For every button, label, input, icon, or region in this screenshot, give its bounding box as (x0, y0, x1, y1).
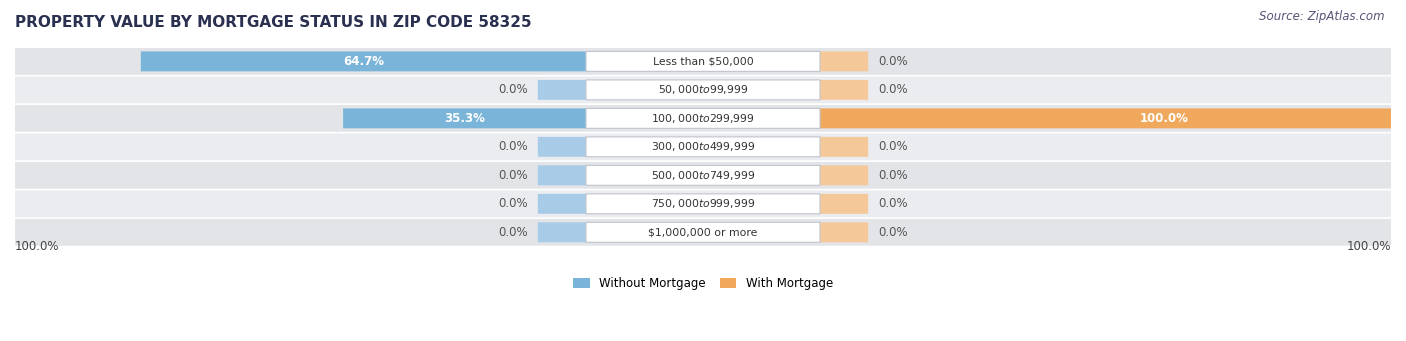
FancyBboxPatch shape (538, 137, 586, 157)
FancyBboxPatch shape (14, 133, 1392, 160)
Text: 0.0%: 0.0% (879, 226, 908, 239)
Text: 0.0%: 0.0% (879, 169, 908, 182)
FancyBboxPatch shape (14, 162, 1392, 189)
FancyBboxPatch shape (14, 219, 1392, 246)
FancyBboxPatch shape (538, 165, 586, 185)
FancyBboxPatch shape (586, 108, 820, 128)
Text: Less than $50,000: Less than $50,000 (652, 56, 754, 66)
FancyBboxPatch shape (820, 165, 868, 185)
Text: 0.0%: 0.0% (879, 140, 908, 153)
FancyBboxPatch shape (14, 48, 1392, 75)
FancyBboxPatch shape (538, 222, 586, 242)
Text: $300,000 to $499,999: $300,000 to $499,999 (651, 140, 755, 153)
FancyBboxPatch shape (586, 165, 820, 185)
FancyBboxPatch shape (141, 51, 586, 71)
FancyBboxPatch shape (820, 80, 868, 100)
Text: 0.0%: 0.0% (498, 169, 527, 182)
FancyBboxPatch shape (14, 105, 1392, 132)
FancyBboxPatch shape (820, 108, 1406, 128)
FancyBboxPatch shape (538, 194, 586, 214)
FancyBboxPatch shape (586, 137, 820, 157)
Text: 0.0%: 0.0% (879, 197, 908, 210)
Text: 35.3%: 35.3% (444, 112, 485, 125)
Text: 0.0%: 0.0% (498, 226, 527, 239)
Text: $500,000 to $749,999: $500,000 to $749,999 (651, 169, 755, 182)
Text: $1,000,000 or more: $1,000,000 or more (648, 227, 758, 237)
Text: $100,000 to $299,999: $100,000 to $299,999 (651, 112, 755, 125)
Legend: Without Mortgage, With Mortgage: Without Mortgage, With Mortgage (568, 272, 838, 295)
Text: 0.0%: 0.0% (498, 84, 527, 97)
FancyBboxPatch shape (586, 222, 820, 242)
FancyBboxPatch shape (820, 51, 868, 71)
FancyBboxPatch shape (538, 80, 586, 100)
Text: 0.0%: 0.0% (498, 197, 527, 210)
Text: 64.7%: 64.7% (343, 55, 384, 68)
FancyBboxPatch shape (586, 80, 820, 100)
Text: PROPERTY VALUE BY MORTGAGE STATUS IN ZIP CODE 58325: PROPERTY VALUE BY MORTGAGE STATUS IN ZIP… (15, 15, 531, 30)
FancyBboxPatch shape (820, 137, 868, 157)
Text: 0.0%: 0.0% (498, 140, 527, 153)
Text: 100.0%: 100.0% (1347, 240, 1391, 253)
Text: $50,000 to $99,999: $50,000 to $99,999 (658, 84, 748, 97)
Text: 0.0%: 0.0% (879, 55, 908, 68)
FancyBboxPatch shape (343, 108, 586, 128)
Text: 100.0%: 100.0% (15, 240, 59, 253)
FancyBboxPatch shape (586, 194, 820, 214)
FancyBboxPatch shape (586, 51, 820, 71)
Text: $750,000 to $999,999: $750,000 to $999,999 (651, 197, 755, 210)
FancyBboxPatch shape (820, 222, 868, 242)
FancyBboxPatch shape (14, 190, 1392, 217)
Text: Source: ZipAtlas.com: Source: ZipAtlas.com (1260, 10, 1385, 23)
Text: 100.0%: 100.0% (1139, 112, 1188, 125)
Text: 0.0%: 0.0% (879, 84, 908, 97)
FancyBboxPatch shape (14, 76, 1392, 103)
FancyBboxPatch shape (820, 194, 868, 214)
